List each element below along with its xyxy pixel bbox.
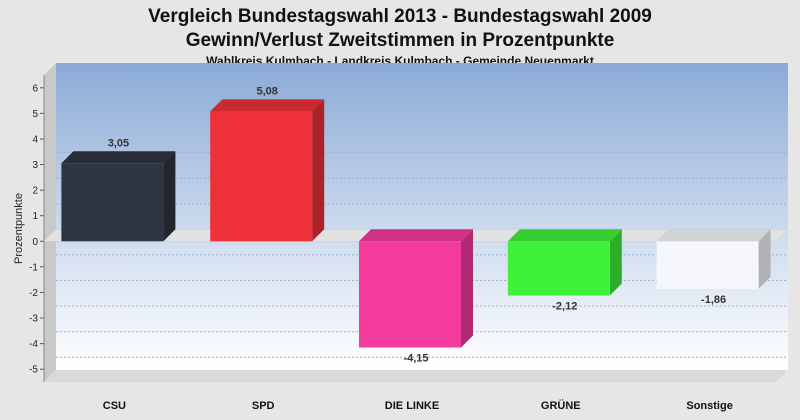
y-tick-label: 6 [32,83,38,94]
bar-top [507,229,622,242]
y-tick-label: -3 [29,314,38,325]
bar-csu [61,151,176,242]
bar-side [609,229,622,296]
x-tick-label: DIE LINKE [385,400,439,412]
chart-title-2: Gewinn/Verlust Zweitstimmen in Prozentpu… [185,30,615,51]
bar-front [656,241,759,289]
y-tick-label: -1 [29,262,38,273]
y-tick-label: 3 [32,160,38,171]
plot-floor [44,370,788,382]
data-label: 5,08 [256,85,277,97]
bar-front [507,241,610,296]
y-tick-label: -4 [29,339,38,350]
x-tick-label: Sonstige [686,400,732,412]
bar-sonstige [656,229,771,289]
bar-front [210,111,313,242]
bar-side [312,99,325,242]
data-label: 3,05 [108,137,129,149]
data-label: -2,12 [552,301,577,313]
bar-top [359,229,473,242]
bar-top [210,99,325,112]
bar-side [758,229,771,289]
bar-side [461,229,473,348]
data-label: -4,15 [403,352,428,364]
x-tick-label: CSU [103,400,126,412]
bar-front [61,163,164,242]
x-tick-label: GRÜNE [541,399,581,412]
bar-spd [210,99,325,242]
y-tick-label: 1 [32,211,38,222]
bar-top [61,151,176,164]
y-tick-label: 4 [32,134,38,145]
y-tick-label: -5 [29,365,38,376]
chart-title: Vergleich Bundestagswahl 2013 - Bundesta… [148,6,652,27]
bar-side [163,151,176,242]
y-tick-label: -2 [29,288,38,299]
bar-gr-ne [507,229,622,296]
y-axis-label: Prozentpunkte [13,193,25,264]
bar-top [656,229,771,242]
y-tick-label: 0 [32,237,38,248]
y-tick-label: 5 [32,109,38,120]
plot-left-wall [44,63,56,382]
data-label: -1,86 [701,294,726,306]
bar-front [359,241,461,348]
x-tick-label: SPD [252,400,275,412]
bar-die-linke [359,229,473,348]
y-tick-label: 2 [32,186,38,197]
